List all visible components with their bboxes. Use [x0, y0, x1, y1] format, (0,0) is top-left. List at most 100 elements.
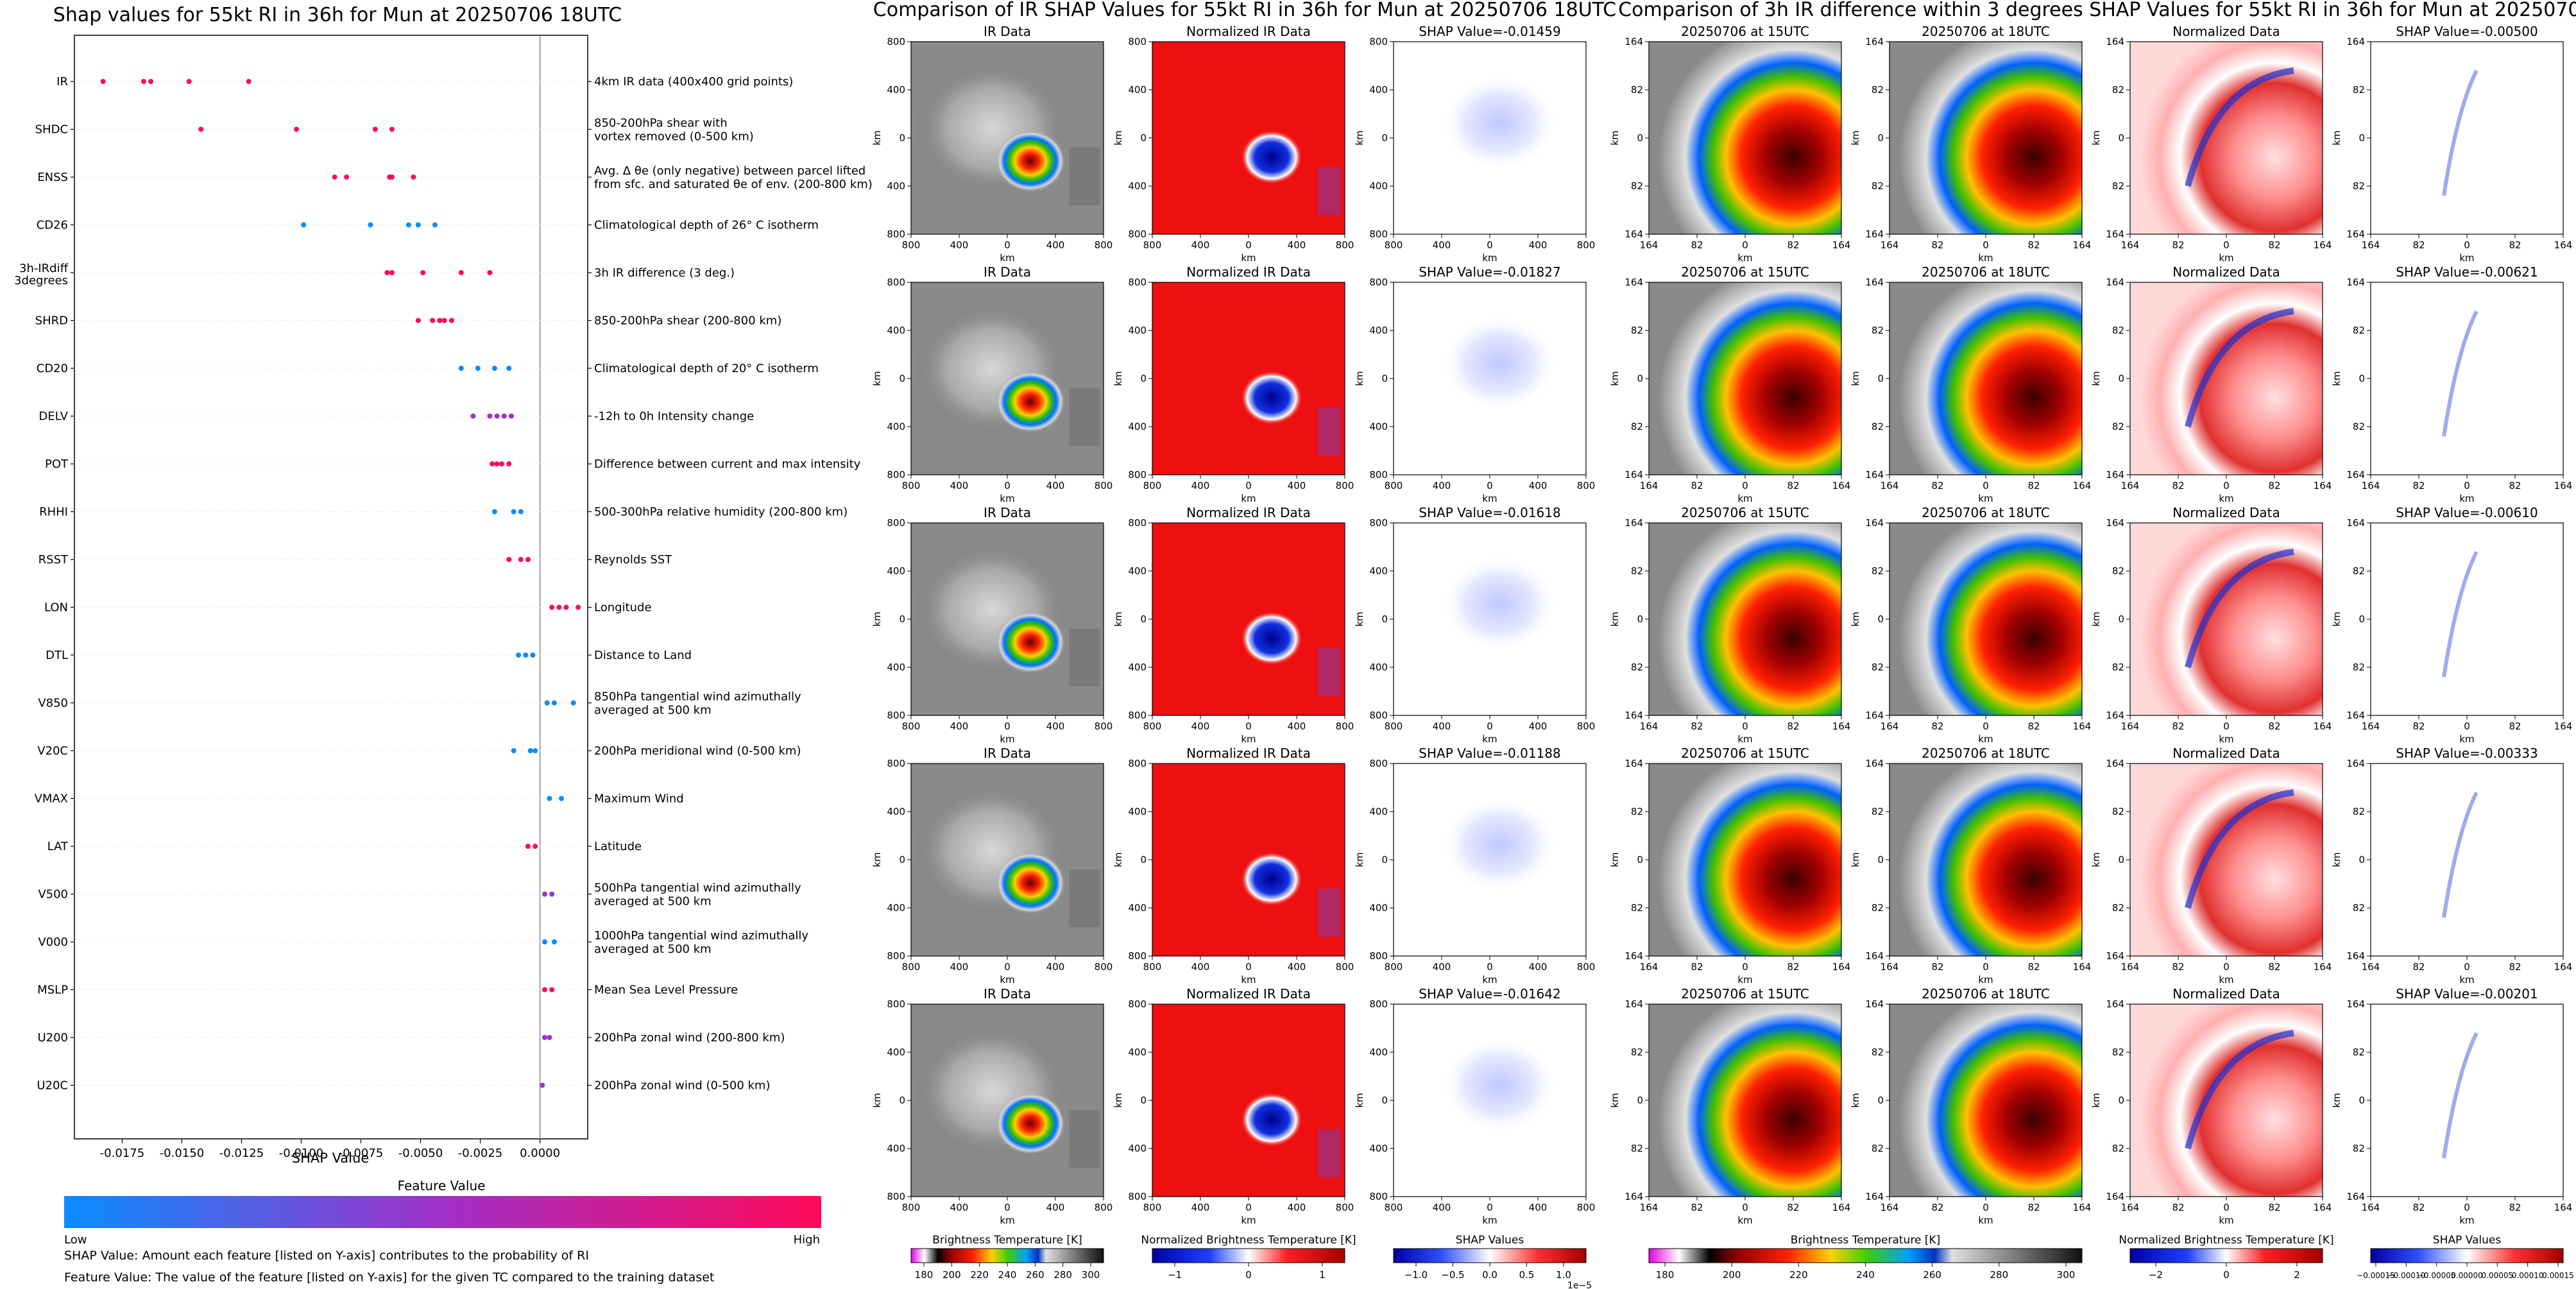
ir-colorbar: Brightness Temperature [K] 180 200 220 240 26…	[910, 1234, 1104, 1281]
x-tick-label: 400	[1046, 239, 1065, 251]
colorbar-tick-label: −0.00005	[2418, 1271, 2456, 1280]
y-tick-label: 82	[1872, 180, 1884, 192]
x-tick-label: 82	[2268, 1202, 2280, 1213]
shap-arc	[2442, 791, 2478, 918]
panel-x-label: km	[1978, 974, 1993, 986]
feature-name: SHRD	[35, 314, 68, 328]
diff-panel: 20250706 at 15UTC1641648282008282164164k…	[1609, 746, 1850, 986]
shap-point	[511, 748, 516, 753]
shap-point	[490, 461, 495, 466]
x-tick-label: 164	[1640, 480, 1659, 491]
x-tick-label: 82	[1931, 721, 1943, 732]
colorbar-tick-label: 180	[915, 1269, 934, 1281]
convection-band	[1069, 629, 1100, 687]
colorbar-high-label: High	[794, 1233, 820, 1247]
feature-name: VMAX	[35, 792, 69, 806]
colorbar-gradient	[910, 1248, 1104, 1263]
colorbar-tick-label: 300	[1082, 1269, 1100, 1281]
x-tick-label: 164	[2121, 480, 2140, 491]
x-tick-label: 0	[1983, 480, 1989, 491]
y-tick-label: 164	[1625, 469, 1643, 481]
diff-panel: SHAP Value=-0.00621164164828200828216416…	[2331, 264, 2572, 504]
shap-arc	[2442, 551, 2478, 678]
convection-band	[1069, 148, 1100, 205]
y-tick-label: 164	[2106, 36, 2124, 47]
feature-description: Longitude	[594, 601, 652, 615]
y-tick-label: 800	[887, 758, 905, 769]
panel-x-label: km	[1000, 493, 1014, 504]
feature-name: ENSS	[37, 171, 68, 184]
y-tick-label: 82	[1631, 806, 1643, 817]
x-tick-label: 82	[1787, 239, 1799, 251]
colorbar-scale: 1e−5	[1567, 1281, 1592, 1289]
y-tick-label: 82	[2112, 662, 2124, 673]
diff-panel: SHAP Value=-0.00201164164828200828216416…	[2331, 986, 2572, 1226]
y-tick-label: 164	[2346, 36, 2365, 47]
colorbar-label: SHAP Values	[2433, 1234, 2502, 1247]
y-tick-label: 0	[1381, 1095, 1388, 1106]
x-tick-label: 0	[2464, 721, 2470, 732]
colorbar-label: SHAP Values	[1456, 1234, 1524, 1247]
x-tick-label: 82	[2509, 961, 2521, 973]
x-tick-label: 82	[2268, 480, 2280, 491]
feature-description: Mean Sea Level Pressure	[594, 984, 738, 997]
summary-x-axis-label: SHAP Value	[292, 1150, 370, 1166]
y-tick-label: 400	[1369, 806, 1388, 817]
feature-description: Distance to Land	[594, 649, 692, 662]
x-tick-label: 800	[1095, 239, 1113, 251]
y-tick-label: 82	[1872, 565, 1884, 577]
x-tick-label: 400	[1529, 721, 1548, 732]
shap-point	[389, 175, 395, 180]
x-tick-label: 800	[1577, 1202, 1596, 1213]
x-tick-label: 82	[2027, 721, 2040, 732]
x-tick-label: 400	[1191, 961, 1210, 973]
x-tick-label: 82	[1931, 961, 1943, 973]
panel-x-label: km	[2459, 974, 2474, 986]
footnote-shap-value: SHAP Value: Amount each feature [listed …	[64, 1249, 589, 1263]
shap-point	[506, 366, 512, 371]
x-tick-label: 400	[1288, 721, 1306, 732]
panel-y-label: km	[2331, 611, 2342, 626]
y-tick-label: 82	[1631, 565, 1643, 577]
shap-arc	[2442, 69, 2478, 196]
ir-comparison-grid: Comparison of IR SHAP Values for 55kt RI…	[871, 0, 1616, 1289]
panel-y-label: km	[2331, 852, 2342, 867]
x-tick-label: 164	[1640, 1202, 1659, 1213]
colorbar-tick-label: 200	[943, 1269, 961, 1281]
y-tick-label: 400	[887, 1046, 905, 1058]
shap-point	[415, 222, 421, 228]
ir-zoom-image	[1889, 42, 2082, 234]
y-tick-label: 0	[1140, 132, 1147, 144]
shap-point	[141, 79, 146, 84]
y-tick-label: 164	[2106, 710, 2124, 721]
feature-description: Avg. Δ θe (only negative) between parcel…	[594, 164, 866, 178]
colorbar-tick-label: 200	[1723, 1269, 1741, 1281]
y-tick-label: 0	[1140, 373, 1147, 384]
panel-y-label: km	[871, 611, 883, 626]
x-tick-label: 82	[1691, 239, 1703, 251]
y-tick-label: 82	[2112, 806, 2124, 817]
y-tick-label: 164	[1625, 277, 1643, 288]
colorbar-gradient	[2370, 1248, 2564, 1263]
x-tick-label: 800	[1095, 961, 1113, 973]
y-tick-label: 400	[1128, 180, 1147, 192]
y-tick-label: 400	[887, 421, 905, 432]
storm-core	[996, 130, 1065, 192]
x-tick-label: 0	[1245, 721, 1252, 732]
panel-title: SHAP Value=-0.01642	[1419, 986, 1560, 1002]
y-tick-label: 82	[2112, 902, 2124, 914]
y-tick-label: 82	[1631, 1143, 1643, 1154]
feature-name: V500	[38, 888, 68, 901]
y-tick-label: 0	[1637, 854, 1643, 866]
shap-zoom-image	[2371, 764, 2563, 956]
panel-title: Normalized IR Data	[1186, 986, 1311, 1002]
x-tick-label: 800	[1577, 480, 1596, 491]
x-tick-label: 164	[1832, 961, 1851, 973]
x-tick-label: 800	[1577, 721, 1596, 732]
panel-y-label: km	[2090, 130, 2102, 145]
colorbar-tick-label: −0.5	[1441, 1269, 1464, 1281]
y-tick-label: 400	[887, 902, 905, 914]
shap-point	[494, 413, 500, 419]
colorbar-tick-label: 260	[1923, 1269, 1941, 1281]
